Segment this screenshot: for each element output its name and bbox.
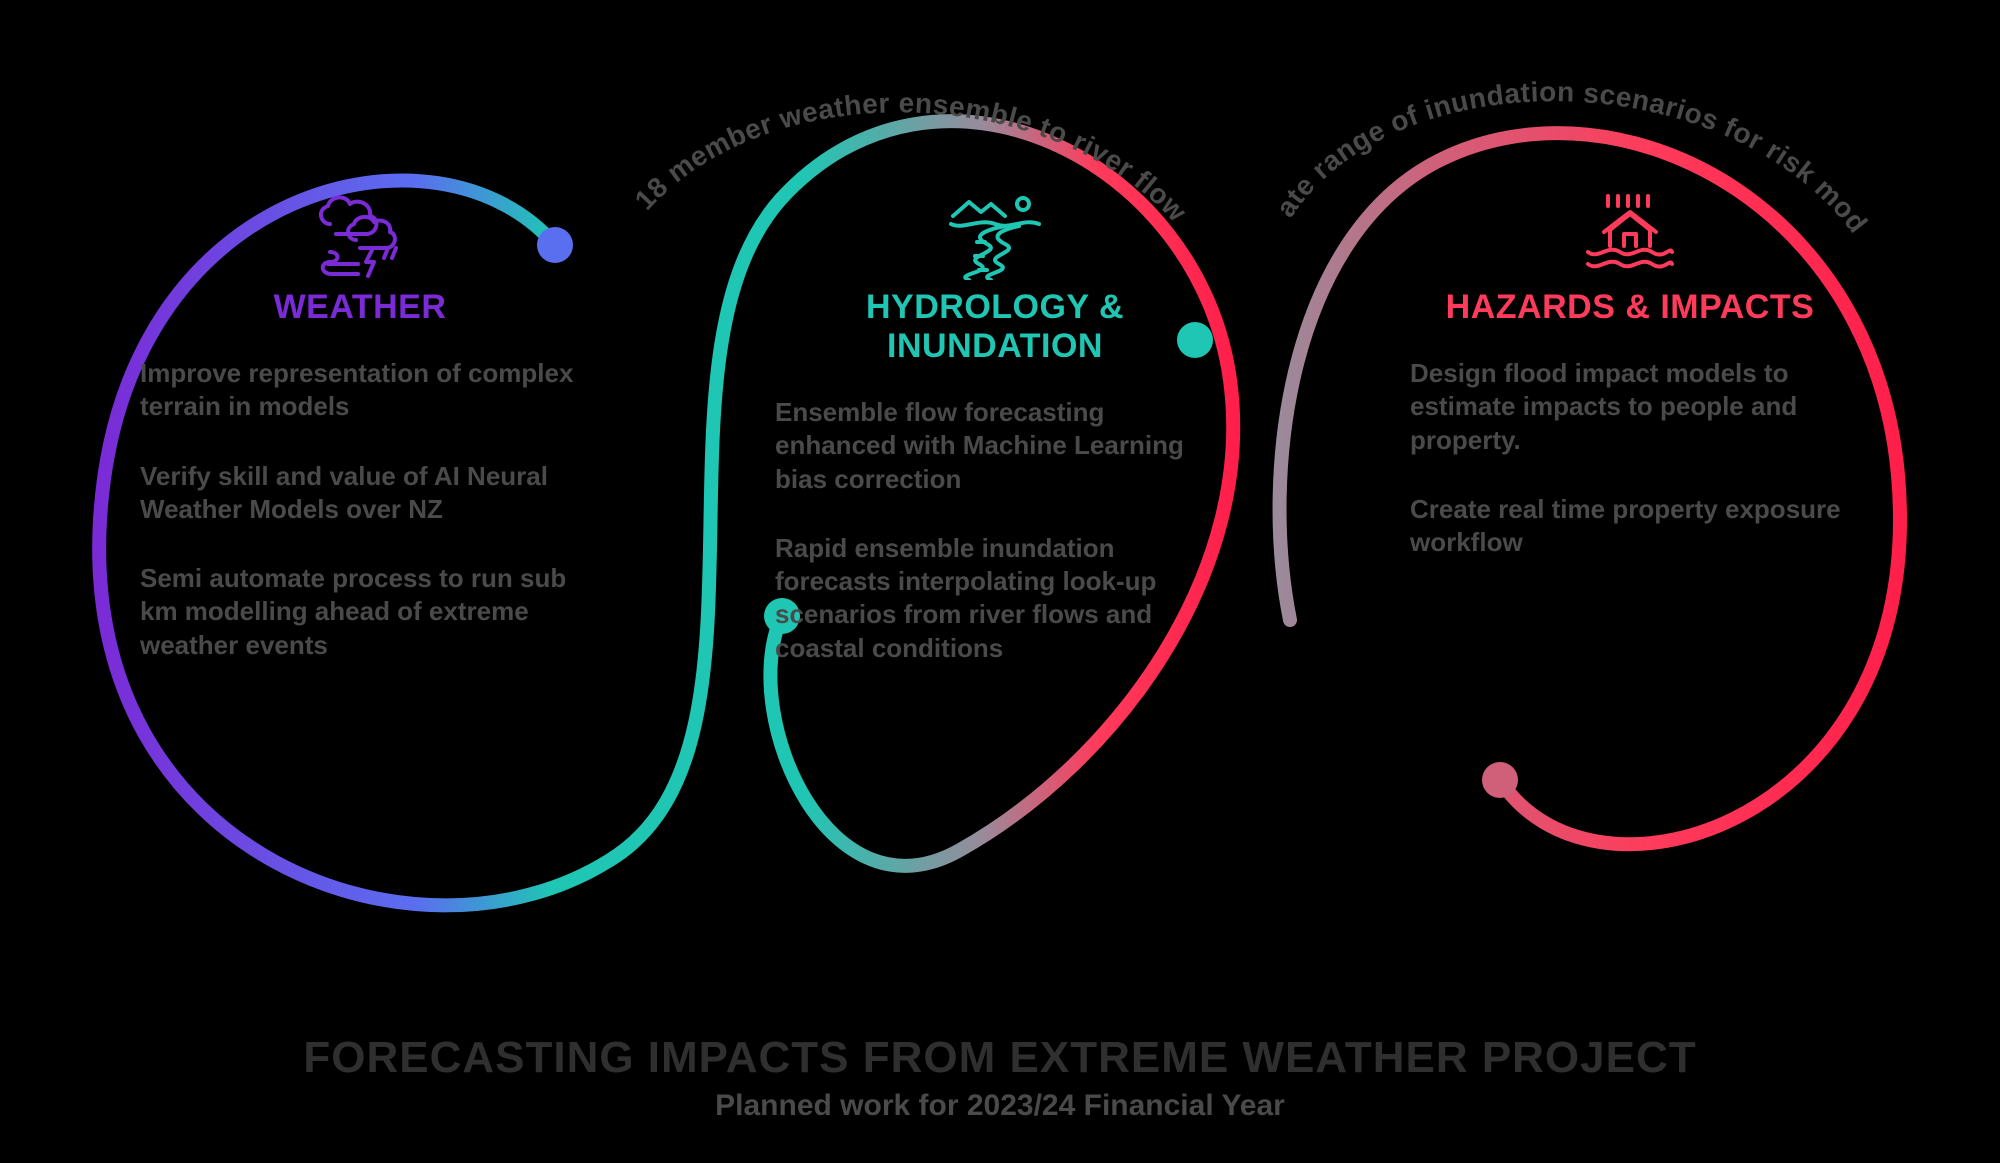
house-flood-icon bbox=[1580, 190, 1680, 280]
section-weather: WEATHER Improve representation of comple… bbox=[140, 190, 580, 698]
storm-cloud-icon bbox=[310, 190, 410, 280]
section-hazards: HAZARDS & IMPACTS Design flood impact mo… bbox=[1410, 190, 1850, 595]
section-hydrology: HYDROLOGY & INUNDATION Ensemble flow for… bbox=[775, 190, 1215, 701]
section-hazards-bullet-2: Create real time property exposure workf… bbox=[1410, 493, 1850, 560]
section-weather-title: WEATHER bbox=[140, 288, 580, 327]
section-hydrology-title: HYDROLOGY & INUNDATION bbox=[775, 288, 1215, 366]
section-hazards-bullet-1: Design flood impact models to estimate i… bbox=[1410, 357, 1850, 457]
section-hydrology-bullet-1: Ensemble flow forecasting enhanced with … bbox=[775, 396, 1215, 496]
section-hydrology-bullet-2: Rapid ensemble inundation forecasts inte… bbox=[775, 532, 1215, 665]
river-icon bbox=[945, 190, 1045, 280]
section-weather-bullet-3: Semi automate process to run sub km mode… bbox=[140, 562, 580, 662]
section-weather-bullet-1: Improve representation of complex terrai… bbox=[140, 357, 580, 424]
footer-subtitle: Planned work for 2023/24 Financial Year bbox=[0, 1089, 2000, 1123]
section-weather-bullet-2: Verify skill and value of AI Neural Weat… bbox=[140, 460, 580, 527]
footer: FORECASTING IMPACTS FROM EXTREME WEATHER… bbox=[0, 1033, 2000, 1123]
footer-title: FORECASTING IMPACTS FROM EXTREME WEATHER… bbox=[0, 1033, 2000, 1083]
section-hazards-title: HAZARDS & IMPACTS bbox=[1410, 288, 1850, 327]
infographic-stage: Connect 18 member weather ensemble to ri… bbox=[0, 0, 2000, 1163]
